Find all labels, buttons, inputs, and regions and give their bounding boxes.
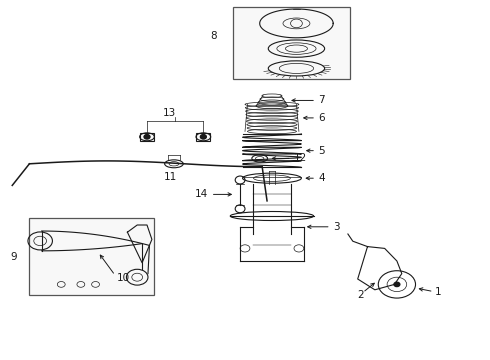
Text: 9: 9 <box>10 252 17 261</box>
Circle shape <box>144 135 150 139</box>
Text: 4: 4 <box>318 173 325 183</box>
Text: 13: 13 <box>163 108 176 118</box>
Text: 11: 11 <box>163 172 177 183</box>
Text: 2: 2 <box>357 290 364 300</box>
Circle shape <box>145 135 149 139</box>
Text: 12: 12 <box>294 153 307 163</box>
Bar <box>196 133 210 141</box>
Bar <box>233 7 350 79</box>
Bar <box>140 133 154 141</box>
Text: 7: 7 <box>318 95 325 105</box>
Text: 14: 14 <box>195 189 208 199</box>
Text: 3: 3 <box>333 222 340 232</box>
Text: 10: 10 <box>117 273 130 283</box>
Text: 1: 1 <box>435 287 442 297</box>
Text: 8: 8 <box>210 31 217 41</box>
Circle shape <box>201 135 206 139</box>
Bar <box>29 218 154 295</box>
Text: 6: 6 <box>318 113 325 123</box>
Circle shape <box>394 282 400 287</box>
Circle shape <box>200 135 206 139</box>
Text: 5: 5 <box>318 146 325 156</box>
